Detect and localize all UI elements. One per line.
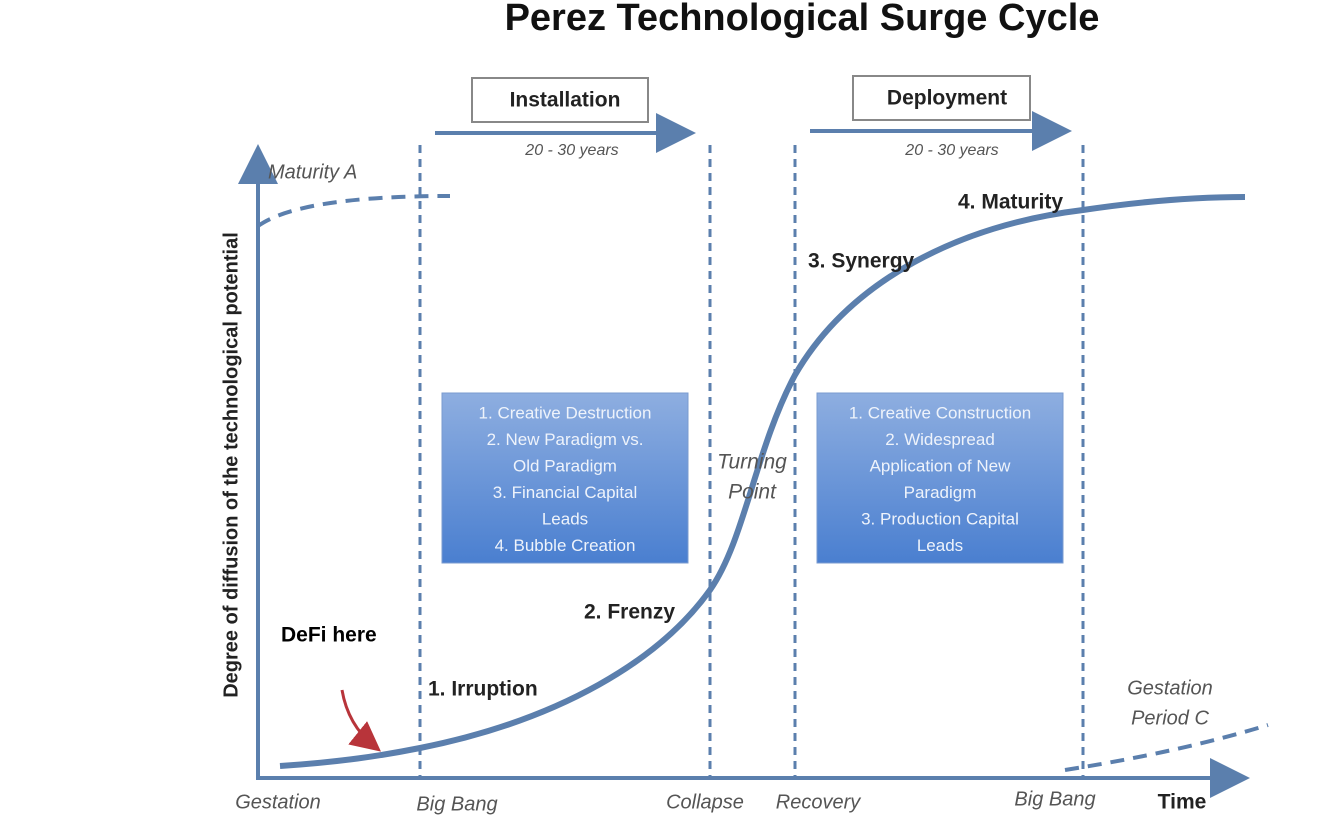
phase-label: 4. Maturity (958, 191, 1063, 214)
period-duration: 20 - 30 years (904, 142, 998, 159)
characteristic-line: Leads (542, 509, 588, 528)
period-duration: 20 - 30 years (524, 142, 618, 159)
characteristic-line: 3. Production Capital (861, 509, 1019, 528)
characteristic-line: 2. New Paradigm vs. (487, 430, 644, 449)
phase-label: 1. Irruption (428, 678, 538, 701)
turning-point: Turning (717, 451, 787, 474)
phase-label: 3. Synergy (808, 250, 915, 273)
dividers (418, 145, 1085, 778)
characteristic-line: 4. Bubble Creation (495, 536, 636, 555)
characteristics-box (441, 392, 689, 564)
turning-point: Point (728, 481, 777, 504)
characteristic-line: Leads (917, 536, 963, 555)
event-label: Big Bang (1014, 788, 1095, 810)
characteristic-line: 1. Creative Construction (849, 403, 1031, 422)
previous-curve (256, 194, 451, 228)
characteristic-line: Application of New (870, 456, 1012, 475)
previous-maturity: Maturity A (268, 161, 357, 183)
y-axis-label: Degree of diffusion of the technological… (220, 232, 242, 698)
characteristic-line: Old Paradigm (513, 456, 617, 475)
characteristic-line: Paradigm (904, 483, 977, 502)
event-label: Recovery (776, 791, 861, 813)
characteristic-line: 2. Widespread (885, 430, 995, 449)
event-label: Gestation (235, 791, 321, 813)
next-curve (1064, 723, 1269, 772)
title: Perez Technological Surge Cycle (505, 0, 1100, 39)
period-label: Installation (510, 89, 621, 112)
characteristic-line: 1. Creative Destruction (479, 403, 652, 422)
event-label: Big Bang (416, 793, 497, 815)
characteristic-line: 3. Financial Capital (493, 483, 638, 502)
period-box (471, 77, 649, 123)
characteristics-box (816, 392, 1064, 564)
annotation-arrow (340, 689, 381, 752)
characteristics: 1. Creative Destruction 2. New Paradigm v… (479, 403, 1032, 555)
next-gestation: Period C (1131, 707, 1209, 729)
event-label: Collapse (666, 791, 744, 813)
next-gestation: Gestation (1127, 677, 1213, 699)
s-curve (279, 194, 1246, 769)
phase-label: 2. Frenzy (584, 601, 675, 624)
period-box (852, 75, 1031, 121)
annotation: DeFi here (281, 624, 377, 647)
period-label: Deployment (887, 87, 1007, 110)
x-axis-label: Time (1158, 791, 1207, 814)
